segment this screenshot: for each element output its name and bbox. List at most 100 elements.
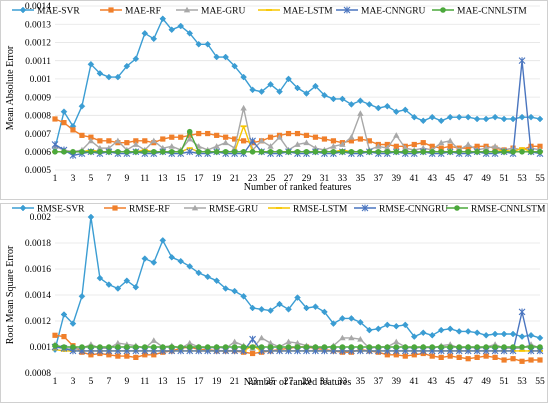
data-point [429, 143, 435, 149]
data-point [365, 326, 373, 334]
data-point [276, 88, 283, 95]
data-point [366, 148, 373, 155]
legend-label: MAE-RF [125, 6, 161, 16]
data-point [527, 331, 535, 339]
data-point [267, 307, 274, 314]
y-tick-label: 0.0012 [25, 317, 51, 327]
data-point [483, 344, 489, 350]
data-point [401, 106, 409, 114]
x-tick-label: 51 [499, 174, 509, 184]
data-point [294, 339, 301, 346]
data-point [330, 138, 337, 144]
data-point [410, 113, 418, 121]
x-tick-label: 1 [53, 174, 58, 184]
x-tick-label: 13 [158, 174, 168, 184]
legend-swatch-marker [276, 207, 282, 209]
data-point [312, 344, 319, 350]
data-point [232, 136, 238, 142]
data-point [330, 320, 337, 327]
x-tick-label: 25 [266, 377, 276, 387]
data-point [474, 143, 480, 149]
legend-entry: MAE-GRU [176, 6, 245, 16]
data-point [402, 344, 409, 350]
data-point [501, 344, 507, 350]
data-point [177, 148, 184, 155]
data-point [124, 353, 130, 359]
data-point [518, 57, 526, 65]
data-point [240, 104, 247, 111]
legend-label: RMSE-GRU [209, 204, 258, 214]
x-tick-label: 39 [392, 174, 402, 184]
x-tick-label: 43 [427, 377, 437, 387]
data-point [133, 344, 139, 350]
data-point [186, 339, 193, 346]
x-tick-label: 29 [302, 174, 312, 184]
x-tick-label: 21 [230, 174, 240, 184]
data-point [330, 143, 337, 149]
data-point [258, 344, 265, 350]
data-point [285, 305, 292, 313]
data-point [285, 338, 292, 345]
data-point [115, 344, 121, 350]
data-point [383, 321, 391, 329]
data-point [97, 138, 103, 144]
data-point [88, 134, 94, 140]
data-point [402, 144, 409, 151]
y-tick-label: 0.0007 [25, 130, 51, 140]
data-point [474, 344, 480, 350]
legend-label: RMSE-LSTM [293, 204, 348, 214]
series-mae-cnnlstm [52, 128, 543, 155]
data-point [510, 148, 516, 155]
data-point [105, 144, 113, 151]
data-point [213, 148, 220, 155]
data-point [115, 353, 121, 359]
data-point [240, 148, 247, 155]
data-point [519, 350, 526, 352]
legend-swatch-marker [440, 7, 446, 13]
data-point [249, 148, 256, 155]
data-point [411, 148, 418, 155]
data-point [464, 328, 472, 335]
data-point [312, 82, 319, 90]
data-point [303, 90, 310, 97]
data-point [339, 334, 346, 341]
y-tick-label: 0.0008 [25, 369, 51, 379]
x-tick-label: 11 [140, 377, 149, 387]
data-point [105, 73, 113, 81]
data-point [276, 344, 283, 350]
data-point [240, 292, 247, 300]
data-point [420, 140, 426, 146]
data-point [205, 130, 211, 137]
data-point [393, 338, 400, 345]
data-point [519, 358, 525, 364]
data-point [482, 144, 490, 151]
data-point [186, 128, 193, 135]
data-point [510, 344, 516, 350]
data-point [303, 304, 310, 312]
mae-chart: 0.0005 0.0006 0.0007 0.0008 0.0009 0.001 0.001… [0, 0, 548, 200]
data-point [410, 333, 418, 340]
data-point [204, 148, 211, 155]
data-point [141, 29, 149, 37]
x-tick-label: 55 [535, 377, 545, 387]
x-axis-label: Number of ranked features [244, 182, 352, 193]
data-point [537, 148, 543, 155]
data-point [133, 354, 139, 360]
x-tick-label: 27 [284, 377, 294, 387]
data-point [374, 325, 382, 333]
data-point [285, 148, 292, 155]
data-point [339, 141, 346, 147]
data-point [204, 344, 211, 350]
data-point [384, 141, 390, 148]
x-tick-label: 19 [212, 377, 222, 387]
legend-entry: MAE-CNNGRU [336, 6, 426, 16]
legend-label: MAE-LSTM [283, 6, 333, 16]
data-point [241, 138, 247, 144]
data-point [474, 354, 480, 360]
data-point [473, 329, 481, 337]
data-point [150, 337, 157, 343]
data-point [123, 62, 131, 70]
data-point [213, 143, 220, 149]
series-rmse-cnngru [51, 308, 544, 355]
data-point [214, 132, 220, 138]
